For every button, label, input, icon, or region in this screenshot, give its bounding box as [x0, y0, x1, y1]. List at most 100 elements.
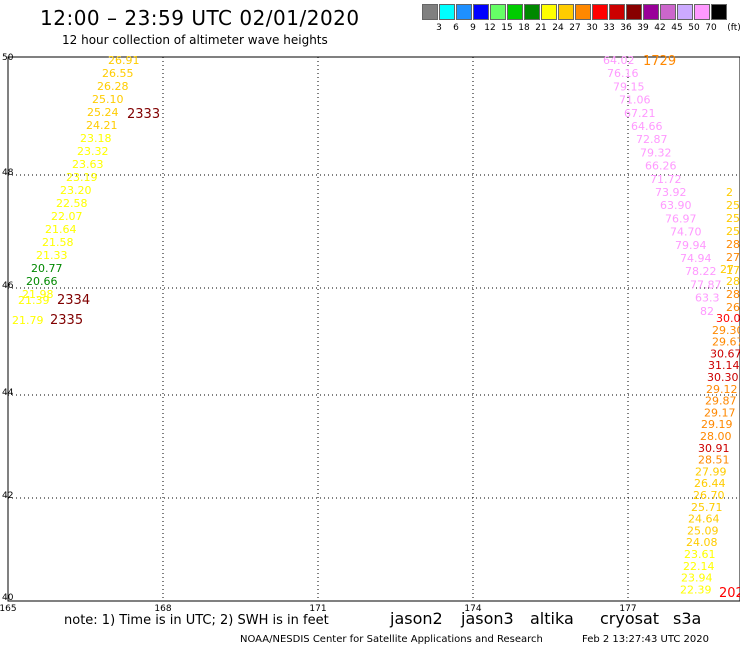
swh-value: 67.21	[624, 107, 656, 120]
lat-label: 42	[2, 491, 13, 501]
legend-label: 15	[501, 23, 513, 33]
lat-label: 46	[2, 281, 14, 291]
swh-value: 28.	[726, 275, 740, 288]
swh-value: 23.32	[77, 145, 109, 158]
legend-label: 50	[688, 23, 700, 33]
swh-value: 21.98	[22, 288, 54, 301]
swh-value: 26.44	[694, 477, 726, 490]
swh-value: 23.20	[60, 184, 92, 197]
legend-swatch	[422, 4, 438, 20]
generation-timestamp: Feb 2 13:27:43 UTC 2020	[582, 634, 709, 645]
legend-cryosat: cryosat	[600, 609, 660, 628]
lon-label: 171	[309, 604, 326, 614]
swh-value: 21.39	[18, 294, 50, 307]
legend-swatch	[660, 4, 676, 20]
swh-value: 71.72	[650, 173, 682, 186]
swh-value: 76.16	[607, 67, 639, 80]
swh-value: 29.30	[712, 324, 740, 337]
swh-value: 22.14	[683, 560, 715, 573]
swh-value: 29.12	[706, 383, 738, 396]
legend-label: 12	[484, 23, 496, 33]
swh-value: 30.0	[716, 312, 740, 325]
legend-swatch	[541, 4, 557, 20]
swh-value: 74.94	[680, 252, 712, 265]
swh-value: 22.39	[680, 583, 712, 596]
legend-label: 9	[470, 23, 476, 33]
legend-label: 70	[705, 23, 717, 33]
swh-value: 22.07	[51, 210, 83, 223]
legend-label: 42	[654, 23, 666, 33]
swh-value: 66.26	[645, 160, 677, 173]
swh-value: 78.22	[685, 265, 717, 278]
swh-value: 25	[726, 225, 740, 238]
swh-value: 29.67	[712, 336, 740, 349]
legend-swatch	[456, 4, 472, 20]
lon-label: 168	[154, 604, 171, 614]
swh-value: 20.66	[26, 275, 58, 288]
swh-value: 21.64	[45, 223, 77, 236]
pass-time-label: 2334	[57, 293, 90, 308]
swh-value: 72.87	[636, 133, 668, 146]
swh-value: 28.0	[726, 288, 740, 301]
legend-label: 36	[620, 23, 632, 33]
swh-value: 29.87	[705, 395, 737, 408]
legend-swatch	[711, 4, 727, 20]
lon-label: 174	[464, 604, 481, 614]
legend-jason2: jason2	[390, 609, 443, 628]
swh-value: 26.70	[693, 489, 725, 502]
swh-value: 24.64	[688, 513, 720, 526]
legend-swatch	[643, 4, 659, 20]
chart-subtitle: 12 hour collection of altimeter wave hei…	[62, 33, 328, 47]
legend-label: 27	[569, 23, 581, 33]
swh-value: 28	[726, 238, 740, 251]
map-frame	[7, 56, 740, 602]
legend-label: 33	[603, 23, 615, 33]
swh-value: 24.08	[686, 536, 718, 549]
pass-time-label: 2333	[127, 107, 160, 122]
legend-altika: altika	[530, 609, 574, 628]
swh-value: 77.87	[690, 278, 722, 291]
swh-value: 25.71	[691, 501, 723, 514]
legend-swatch	[490, 4, 506, 20]
lat-label: 50	[2, 53, 14, 63]
swh-value: 17	[726, 264, 740, 277]
legend-jason3: jason3	[461, 609, 514, 628]
legend-label: 6	[453, 23, 459, 33]
swh-value: 27.	[726, 251, 740, 264]
swh-value: 30.30	[707, 371, 739, 384]
swh-value: 21.33	[36, 249, 68, 262]
swh-value: 64.66	[631, 120, 663, 133]
swh-value: 23.61	[684, 548, 716, 561]
swh-value: 63.3	[695, 292, 720, 305]
legend-unit: (ft)	[727, 23, 740, 33]
legend-label: 18	[518, 23, 530, 33]
legend-swatch	[609, 4, 625, 20]
lon-label: 177	[619, 604, 636, 614]
swh-value: 29.19	[701, 418, 733, 431]
swh-value: 25.24	[87, 106, 119, 119]
swh-value: 30.91	[698, 442, 730, 455]
swh-value: 23.94	[681, 572, 713, 585]
lat-label: 44	[2, 388, 14, 398]
swh-value: 79.32	[640, 146, 672, 159]
legend-swatch	[575, 4, 591, 20]
legend-swatch	[439, 4, 455, 20]
swh-value: 23.18	[80, 132, 112, 145]
legend-swatch	[626, 4, 642, 20]
footer-note: note: 1) Time is in UTC; 2) SWH is in fe…	[64, 613, 329, 628]
lat-label: 40	[2, 593, 14, 603]
lon-label: 165	[0, 604, 17, 614]
legend-label: 21	[535, 23, 547, 33]
swh-value: 64.02	[603, 54, 635, 67]
pass-time-label: 1729	[643, 54, 676, 69]
swh-value: 2	[726, 186, 733, 199]
legend-label: 3	[436, 23, 442, 33]
swh-value: 28.51	[698, 454, 730, 467]
legend-label: 39	[637, 23, 649, 33]
color-legend: 3 6 9 12 15 18 21 24 27 30 33 36 39 42 45 50 70 (ft)	[422, 4, 740, 34]
swh-value: 20.77	[31, 262, 63, 275]
legend-label: 45	[671, 23, 683, 33]
legend-s3a: s3a	[673, 609, 702, 628]
swh-value: 82	[700, 305, 714, 318]
